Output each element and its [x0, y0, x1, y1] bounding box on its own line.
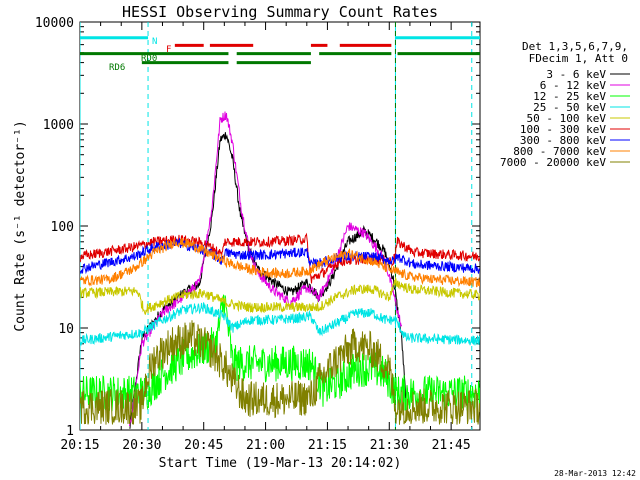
chart-title: HESSI Observing Summary Count Rates	[122, 3, 438, 21]
y-tick-label: 1000	[43, 118, 74, 133]
flag-label-f: F	[166, 45, 171, 55]
legend: Det 1,3,5,6,7,9,FDecim 1, Att 0 3 - 6 keV…	[500, 40, 630, 169]
plot-frame	[79, 21, 481, 431]
y-tick-label: 100	[51, 220, 74, 235]
legend-label: 300 - 800 keV	[520, 134, 606, 147]
legend-label: 3 - 6 keV	[546, 68, 606, 81]
legend-label: 100 - 300 keV	[520, 123, 606, 136]
y-tick-label: 10000	[35, 16, 74, 31]
legend-title-line: Det 1,3,5,6,7,9,	[522, 40, 628, 53]
legend-title-line: FDecim 1, Att 0	[529, 52, 628, 65]
series-line-2	[129, 111, 403, 427]
flag-label-n: N	[152, 37, 157, 47]
legend-label: 6 - 12 keV	[540, 79, 607, 92]
series-line-3	[80, 294, 480, 413]
legend-label: 50 - 100 keV	[527, 112, 607, 125]
flag-label-rd6: RD6	[109, 63, 125, 73]
axis-ticks	[79, 21, 480, 431]
x-tick-label: 21:00	[246, 438, 285, 453]
legend-label: 12 - 25 keV	[533, 90, 606, 103]
timestamp: 28-Mar-2013 12:42	[554, 469, 636, 478]
x-tick-label: 21:15	[308, 438, 347, 453]
series-line-4	[80, 302, 480, 347]
flag-label-rd0: RD0	[141, 54, 157, 64]
y-axis-label: Count Rate (s⁻¹ detector⁻¹)	[13, 120, 28, 331]
series-line-7	[80, 238, 480, 275]
y-tick-label: 1	[66, 424, 74, 439]
x-tick-label: 21:45	[432, 438, 471, 453]
observing-flags	[80, 22, 480, 430]
series-lines	[80, 111, 480, 429]
series-line-9	[80, 320, 480, 425]
series-line-8	[80, 237, 480, 288]
x-tick-label: 20:45	[184, 438, 223, 453]
y-tick-label: 10	[58, 322, 74, 337]
x-axis-label: Start Time (19-Mar-13 20:14:02)	[159, 456, 402, 471]
x-tick-labels: 20:15 20:30 20:45 21:00 21:15 21:30 21:45	[60, 438, 470, 453]
x-tick-label: 21:30	[370, 438, 409, 453]
legend-label: 25 - 50 keV	[533, 101, 606, 114]
legend-label: 800 - 7000 keV	[513, 145, 606, 158]
x-tick-label: 20:30	[122, 438, 161, 453]
series-line-5	[80, 276, 480, 315]
x-tick-label: 20:15	[60, 438, 99, 453]
series-line-6	[80, 232, 480, 284]
y-tick-labels: 1 10 100 1000 10000	[35, 16, 74, 439]
legend-label: 7000 - 20000 keV	[500, 156, 606, 169]
